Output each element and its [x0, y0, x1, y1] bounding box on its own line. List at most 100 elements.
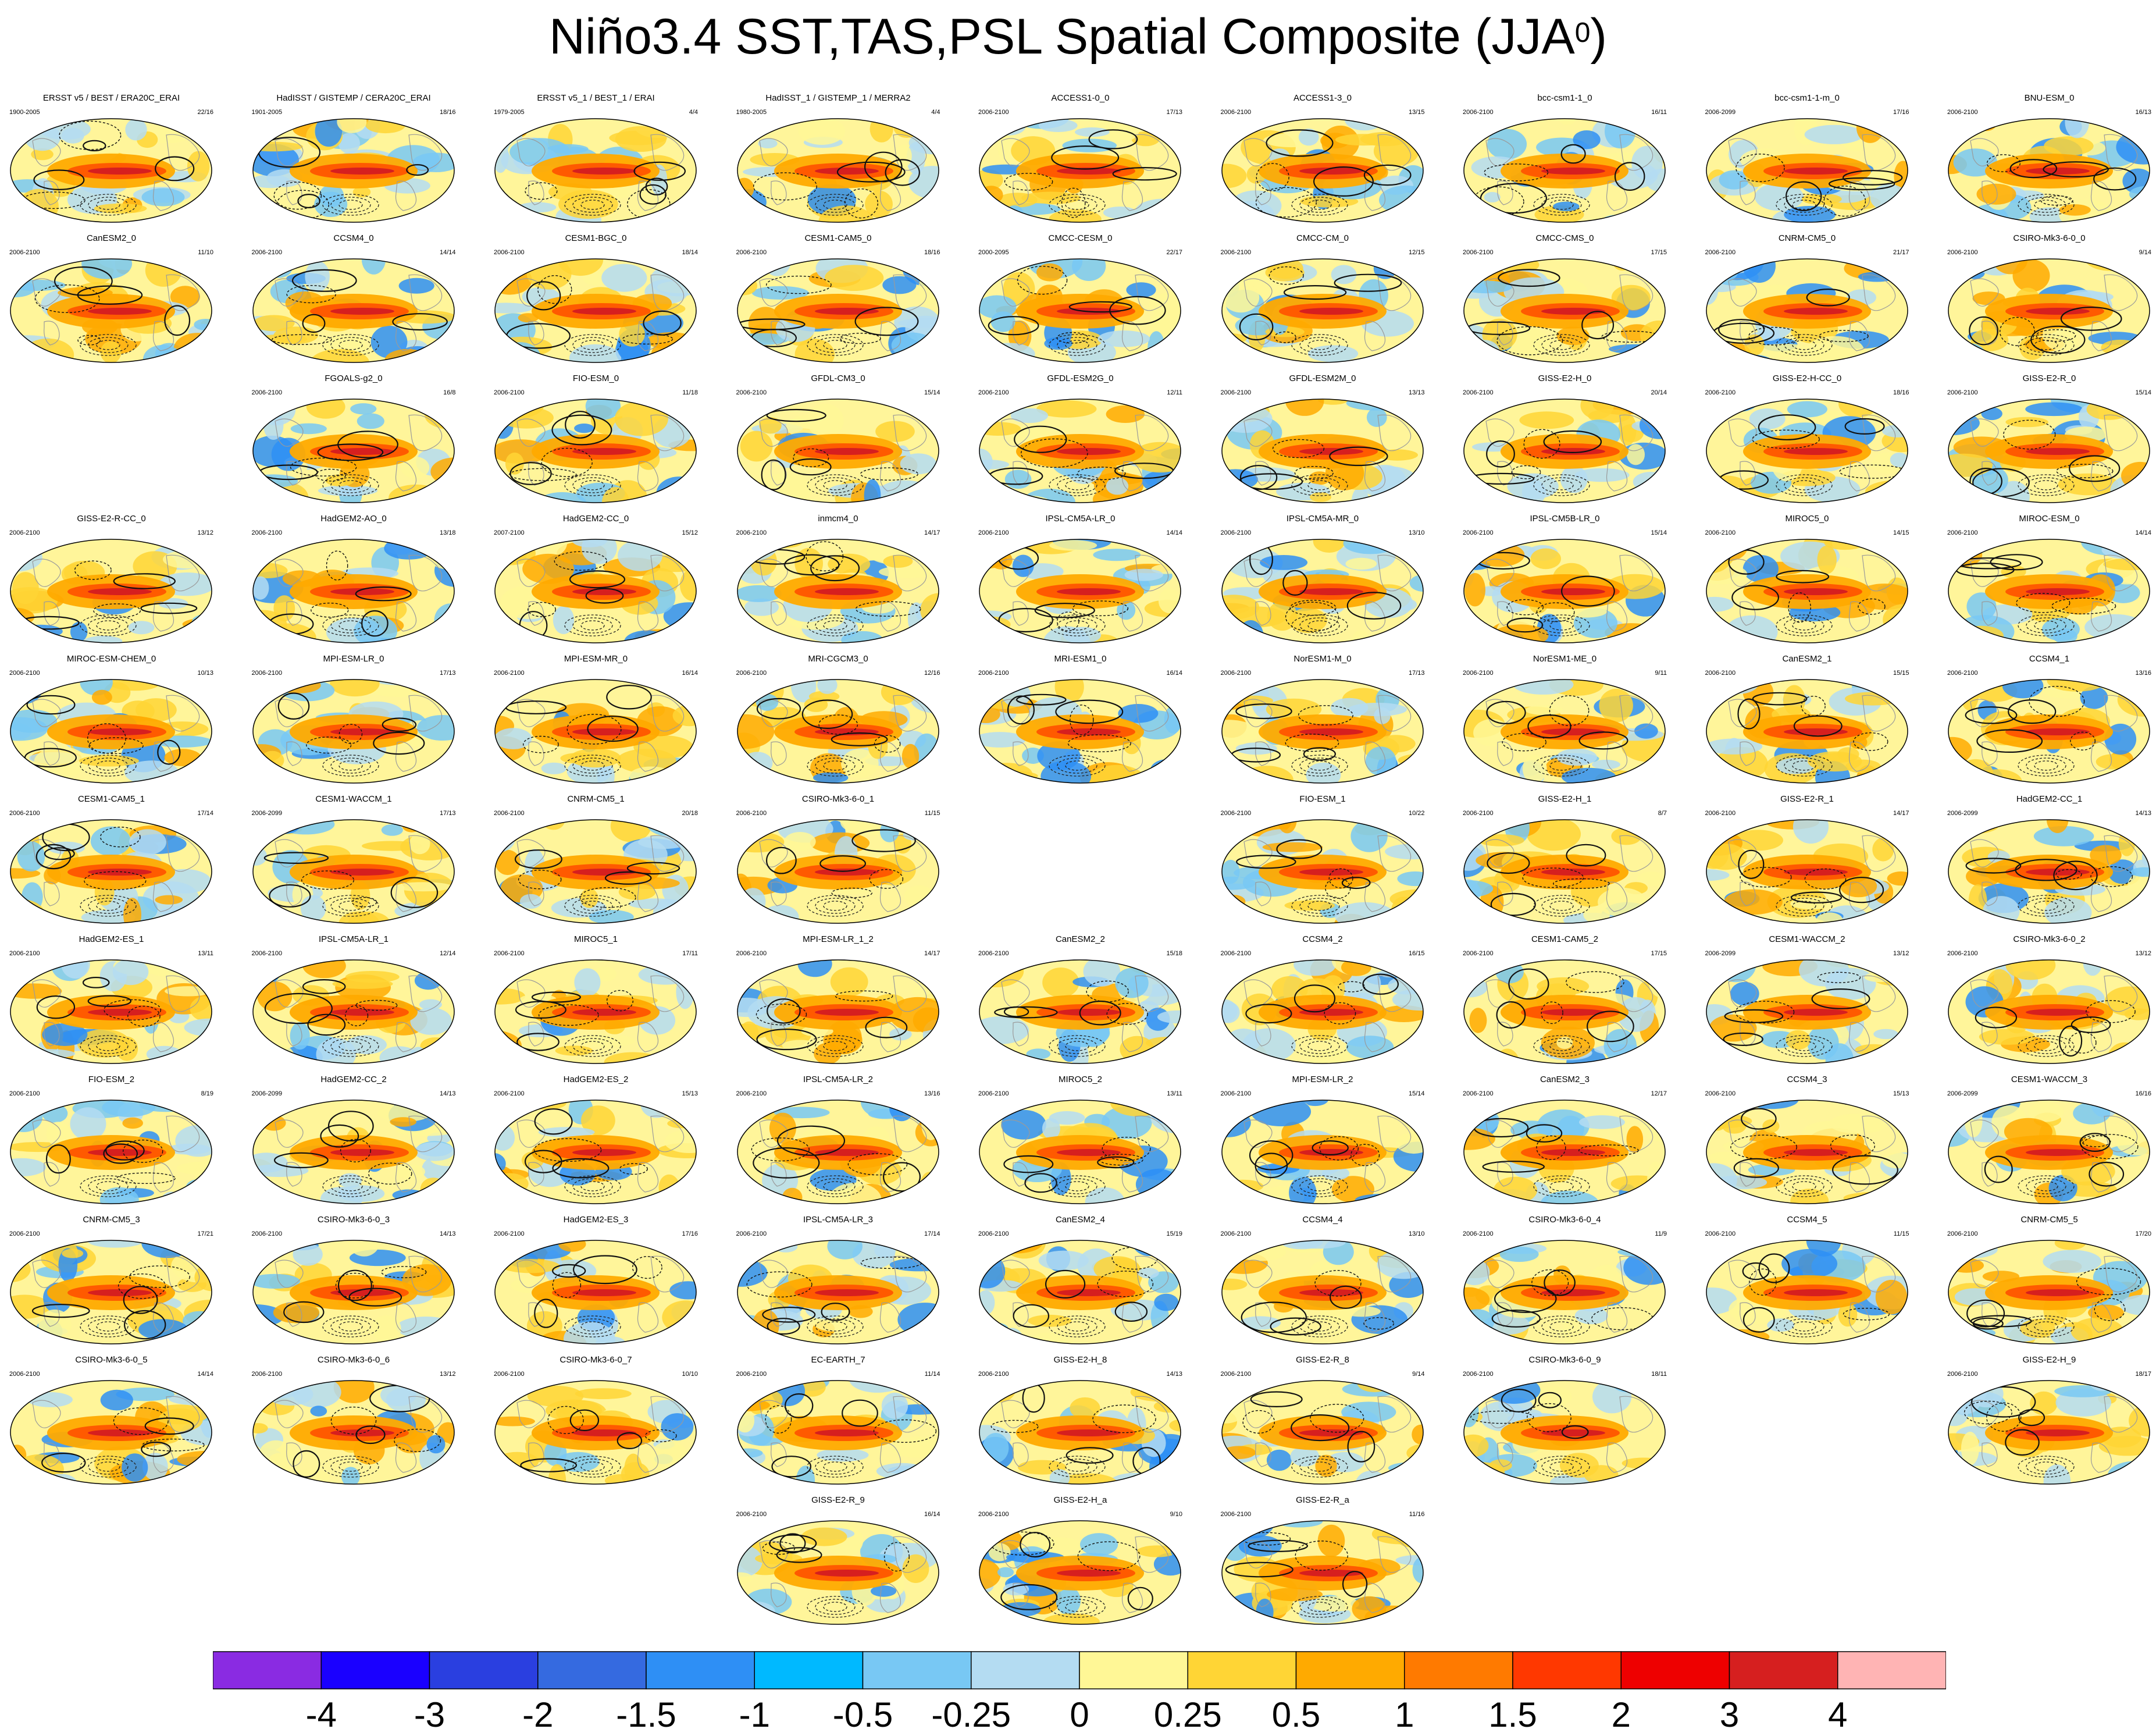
composite-map	[979, 959, 1181, 1064]
panel-years: 2006-2100	[1705, 810, 1736, 817]
panel-years: 2006-2100	[1463, 529, 1494, 536]
map-panel: CSIRO-Mk3-6-0_4 2006-2100 11/9	[1456, 1215, 1674, 1350]
map-panel: CNRM-CM5_3 2006-2100 17/21	[2, 1215, 220, 1350]
panel-years: 2006-2100	[1220, 670, 1252, 677]
panel-count: 4/4	[689, 109, 698, 116]
panel-title: bcc-csm1-1_0	[1537, 93, 1592, 103]
panel-count: 17/13	[1166, 109, 1182, 116]
panel-years: 2006-2099	[251, 1090, 283, 1097]
panel-title: CSIRO-Mk3-6-0_7	[560, 1355, 632, 1365]
panel-count: 15/12	[682, 529, 698, 536]
composite-map	[252, 539, 455, 643]
map-panel: ERSST v5 / BEST / ERA20C_ERAI 1900-2005 22…	[2, 93, 220, 228]
panel-years: 2006-2100	[1705, 670, 1736, 677]
panel-years: 1901-2005	[251, 109, 283, 116]
panel-count: 9/11	[1655, 670, 1667, 677]
panel-title: CNRM-CM5_1	[567, 794, 625, 804]
colorbar-segment	[1512, 1651, 1622, 1689]
composite-map	[979, 539, 1181, 643]
panel-title: ACCESS1-3_0	[1293, 93, 1352, 103]
panel-title: CanESM2_1	[1782, 654, 1832, 664]
panel-count: 17/13	[439, 670, 456, 677]
panel-title: CESM1-WACCM_1	[315, 794, 392, 804]
panel-count: 16/14	[924, 1511, 940, 1518]
panel-title: CSIRO-Mk3-6-0_9	[1528, 1355, 1601, 1365]
panel-count: 14/17	[924, 529, 940, 536]
panel-years: 1900-2005	[9, 109, 40, 116]
panel-title: FIO-ESM_0	[572, 373, 619, 383]
colorbar-segment	[971, 1651, 1080, 1689]
panel-years: 2006-2100	[978, 1090, 1009, 1097]
composite-map	[1221, 819, 1424, 924]
composite-map	[1463, 1100, 1666, 1204]
composite-map	[252, 819, 455, 924]
map-panel: CSIRO-Mk3-6-0_2 2006-2100 13/12	[1940, 934, 2156, 1069]
composite-map	[1705, 1240, 1908, 1344]
panel-title: CMCC-CM_0	[1296, 233, 1349, 243]
composite-map	[1463, 959, 1666, 1064]
panel-years: 2006-2100	[1220, 109, 1252, 116]
panel-count: 17/16	[1893, 109, 1909, 116]
panel-years: 2006-2100	[1947, 249, 1978, 256]
panel-title: MPI-ESM-LR_1_2	[803, 934, 874, 944]
panel-title: CanESM2_0	[86, 233, 137, 243]
panel-title: GFDL-ESM2M_0	[1289, 373, 1356, 383]
map-panel: CSIRO-Mk3-6-0_5 2006-2100 14/14	[2, 1355, 220, 1490]
map-panel: CSIRO-Mk3-6-0_3 2006-2100 14/13	[245, 1215, 463, 1350]
panel-title: CCSM4_5	[1787, 1215, 1827, 1225]
panel-count: 12/17	[1651, 1090, 1667, 1097]
map-panel: CNRM-CM5_5 2006-2100 17/20	[1940, 1215, 2156, 1350]
panel-title: GISS-E2-R_0	[2022, 373, 2076, 383]
composite-map	[494, 399, 697, 503]
panel-count: 20/18	[682, 810, 698, 817]
panel-count: 13/16	[2135, 670, 2151, 677]
panel-title: GISS-E2-H_a	[1053, 1495, 1107, 1505]
composite-map	[1221, 399, 1424, 503]
map-panel: CCSM4_5 2006-2100 11/15	[1698, 1215, 1916, 1350]
panel-count: 17/15	[1651, 249, 1667, 256]
panel-title: HadGEM2-ES_2	[563, 1075, 629, 1084]
panel-years: 2006-2100	[9, 810, 40, 817]
panel-title: MPI-ESM-LR_2	[1292, 1075, 1353, 1084]
panel-title: NorESM1-ME_0	[1533, 654, 1597, 664]
map-panel: CNRM-CM5_1 2006-2100 20/18	[487, 794, 705, 929]
composite-map	[10, 118, 212, 223]
composite-map	[736, 539, 939, 643]
composite-map	[736, 1520, 939, 1625]
panel-count: 13/16	[924, 1090, 940, 1097]
panel-title: GISS-E2-H_0	[1538, 373, 1592, 383]
colorbar-tick-label: -1	[739, 1695, 770, 1734]
panel-years: 2006-2100	[251, 950, 283, 957]
panel-years: 2006-2100	[736, 249, 767, 256]
panel-years: 2006-2100	[736, 389, 767, 396]
composite-map	[736, 399, 939, 503]
colorbar-tick-label: 1.5	[1488, 1695, 1537, 1734]
panel-count: 15/14	[1651, 529, 1667, 536]
panel-title: IPSL-CM5A-LR_1	[318, 934, 389, 944]
map-panel: CSIRO-Mk3-6-0_7 2006-2100 10/10	[487, 1355, 705, 1490]
map-panel: CCSM4_4 2006-2100 13/10	[1214, 1215, 1432, 1350]
map-panel: GFDL-ESM2G_0 2006-2100 12/11	[971, 373, 1189, 508]
composite-map	[979, 679, 1181, 784]
panel-title: FIO-ESM_1	[1299, 794, 1346, 804]
map-panel: IPSL-CM5A-LR_0 2006-2100 14/14	[971, 514, 1189, 649]
panel-count: 10/22	[1408, 810, 1425, 817]
composite-map	[979, 399, 1181, 503]
panel-years: 2006-2100	[1220, 249, 1252, 256]
panel-count: 17/13	[439, 810, 456, 817]
map-panel: GISS-E2-R-CC_0 2006-2100 13/12	[2, 514, 220, 649]
panel-title: CSIRO-Mk3-6-0_1	[801, 794, 875, 804]
panel-years: 2006-2100	[736, 670, 767, 677]
panel-count: 14/14	[2135, 529, 2151, 536]
map-panel: FIO-ESM_0 2006-2100 11/18	[487, 373, 705, 508]
panel-years: 2006-2100	[978, 529, 1009, 536]
map-panel: MPI-ESM-LR_2 2006-2100 15/14	[1214, 1075, 1432, 1209]
map-panel: GISS-E2-R_1 2006-2100 14/17	[1698, 794, 1916, 929]
panel-years: 2006-2100	[9, 249, 40, 256]
composite-map	[494, 539, 697, 643]
map-panel: FGOALS-g2_0 2006-2100 16/8	[245, 373, 463, 508]
panel-years: 2006-2099	[251, 810, 283, 817]
panel-title: CanESM2_4	[1055, 1215, 1106, 1225]
panel-title: CCSM4_4	[1302, 1215, 1343, 1225]
composite-map	[1948, 399, 2150, 503]
